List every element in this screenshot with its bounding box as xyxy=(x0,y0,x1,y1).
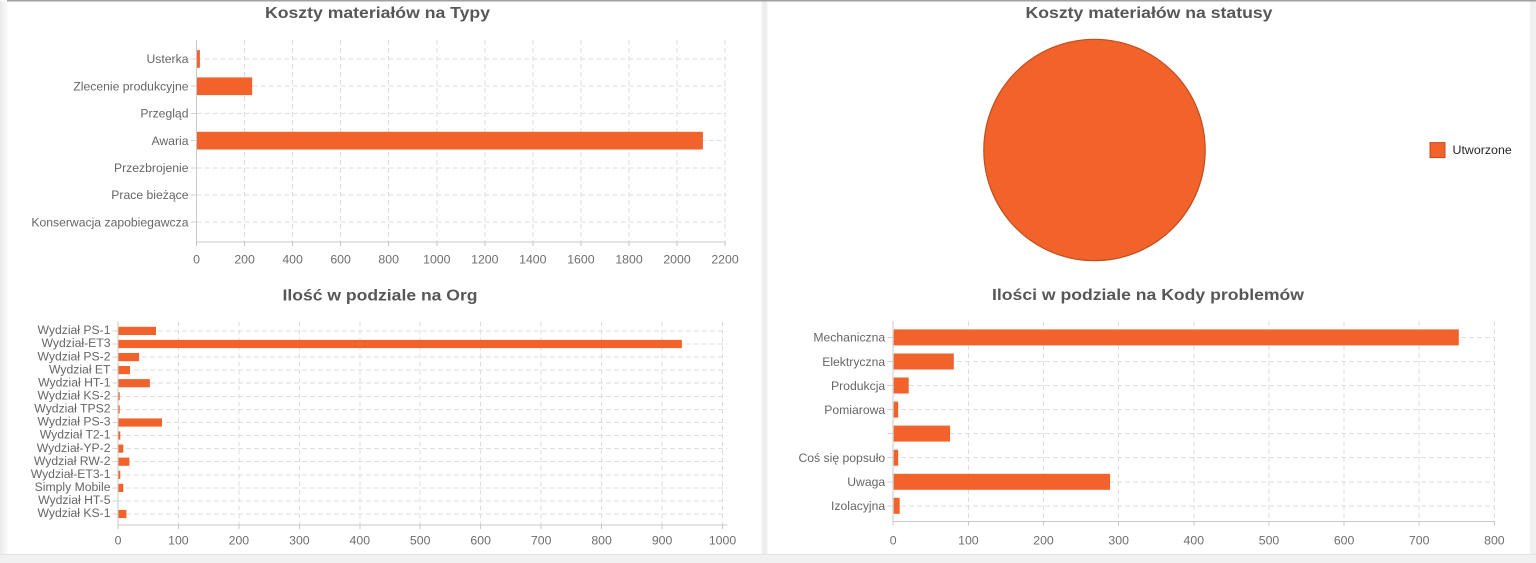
svg-text:Uwaga: Uwaga xyxy=(847,475,885,489)
svg-text:1600: 1600 xyxy=(567,253,595,267)
svg-text:400: 400 xyxy=(282,253,303,267)
svg-text:1200: 1200 xyxy=(471,253,499,267)
svg-text:Wydział T2-1: Wydział T2-1 xyxy=(40,428,111,442)
svg-text:800: 800 xyxy=(378,253,399,267)
svg-text:1000: 1000 xyxy=(423,253,451,267)
svg-text:1000: 1000 xyxy=(709,533,737,547)
svg-text:800: 800 xyxy=(591,533,612,547)
svg-text:700: 700 xyxy=(1409,533,1430,547)
svg-text:200: 200 xyxy=(229,533,250,547)
svg-text:500: 500 xyxy=(410,533,431,547)
svg-text:600: 600 xyxy=(330,253,351,267)
svg-text:Wydział PS-2: Wydział PS-2 xyxy=(37,349,110,363)
svg-text:Utworzone: Utworzone xyxy=(1453,143,1512,157)
svg-text:Simply Mobile: Simply Mobile xyxy=(35,480,111,494)
svg-text:Wydział-ET3-1: Wydział-ET3-1 xyxy=(31,467,111,481)
svg-text:Koszty materiałów na Typy: Koszty materiałów na Typy xyxy=(265,5,490,22)
svg-text:300: 300 xyxy=(1108,533,1129,547)
svg-text:Izolacyjna: Izolacyjna xyxy=(831,499,885,513)
svg-text:500: 500 xyxy=(1259,533,1280,547)
svg-text:200: 200 xyxy=(1033,533,1054,547)
svg-text:Wydział-YP-2: Wydział-YP-2 xyxy=(37,441,111,455)
svg-text:600: 600 xyxy=(1334,533,1355,547)
svg-text:1800: 1800 xyxy=(615,253,643,267)
svg-text:Wydział KS-1: Wydział KS-1 xyxy=(37,506,110,520)
svg-text:Konserwacja zapobiegawcza: Konserwacja zapobiegawcza xyxy=(31,215,188,229)
svg-text:Awaria: Awaria xyxy=(151,134,188,148)
svg-text:Przegląd: Przegląd xyxy=(140,107,188,121)
svg-text:100: 100 xyxy=(168,533,189,547)
svg-text:600: 600 xyxy=(470,533,491,547)
svg-text:Wydział HT-1: Wydział HT-1 xyxy=(38,375,111,389)
svg-text:0: 0 xyxy=(115,533,122,547)
svg-text:400: 400 xyxy=(1184,533,1205,547)
svg-text:Coś się popsuło: Coś się popsuło xyxy=(798,451,885,465)
svg-text:Wydział TPS2: Wydział TPS2 xyxy=(34,402,110,416)
svg-text:400: 400 xyxy=(350,533,371,547)
svg-text:Usterka: Usterka xyxy=(147,52,189,66)
svg-text:Pomiarowa: Pomiarowa xyxy=(824,403,885,417)
svg-text:Prace bieżące: Prace bieżące xyxy=(111,188,188,202)
svg-text:0: 0 xyxy=(193,253,200,267)
svg-text:Ilości w podziale na Kody prob: Ilości w podziale na Kody problemów xyxy=(992,287,1305,304)
svg-text:Elektryczna: Elektryczna xyxy=(822,355,885,369)
svg-text:0: 0 xyxy=(890,533,897,547)
svg-text:100: 100 xyxy=(958,533,979,547)
svg-text:2200: 2200 xyxy=(711,253,739,267)
svg-text:700: 700 xyxy=(531,533,552,547)
svg-text:Wydział KS-2: Wydział KS-2 xyxy=(37,389,110,403)
svg-text:Wydział RW-2: Wydział RW-2 xyxy=(34,454,111,468)
svg-text:1400: 1400 xyxy=(519,253,547,267)
svg-text:2000: 2000 xyxy=(663,253,691,267)
svg-text:Produkcja: Produkcja xyxy=(831,379,885,393)
svg-text:900: 900 xyxy=(652,533,673,547)
svg-text:200: 200 xyxy=(234,253,255,267)
svg-text:Przezbrojenie: Przezbrojenie xyxy=(114,161,189,175)
svg-text:Wydział ET: Wydział ET xyxy=(49,362,111,376)
svg-text:Mechaniczna: Mechaniczna xyxy=(813,331,885,345)
svg-text:Wydział PS-3: Wydział PS-3 xyxy=(37,415,110,429)
svg-text:800: 800 xyxy=(1484,533,1505,547)
svg-text:300: 300 xyxy=(289,533,310,547)
svg-text:Ilość w podziale na Org: Ilość w podziale na Org xyxy=(283,287,478,304)
svg-text:Zlecenie produkcyjne: Zlecenie produkcyjne xyxy=(73,79,188,93)
svg-text:Wydział HT-5: Wydział HT-5 xyxy=(38,493,111,507)
svg-text:Wydział-ET3: Wydział-ET3 xyxy=(42,336,111,350)
svg-text:Wydział PS-1: Wydział PS-1 xyxy=(37,323,110,337)
svg-text:Koszty materiałów na statusy: Koszty materiałów na statusy xyxy=(1026,5,1273,22)
